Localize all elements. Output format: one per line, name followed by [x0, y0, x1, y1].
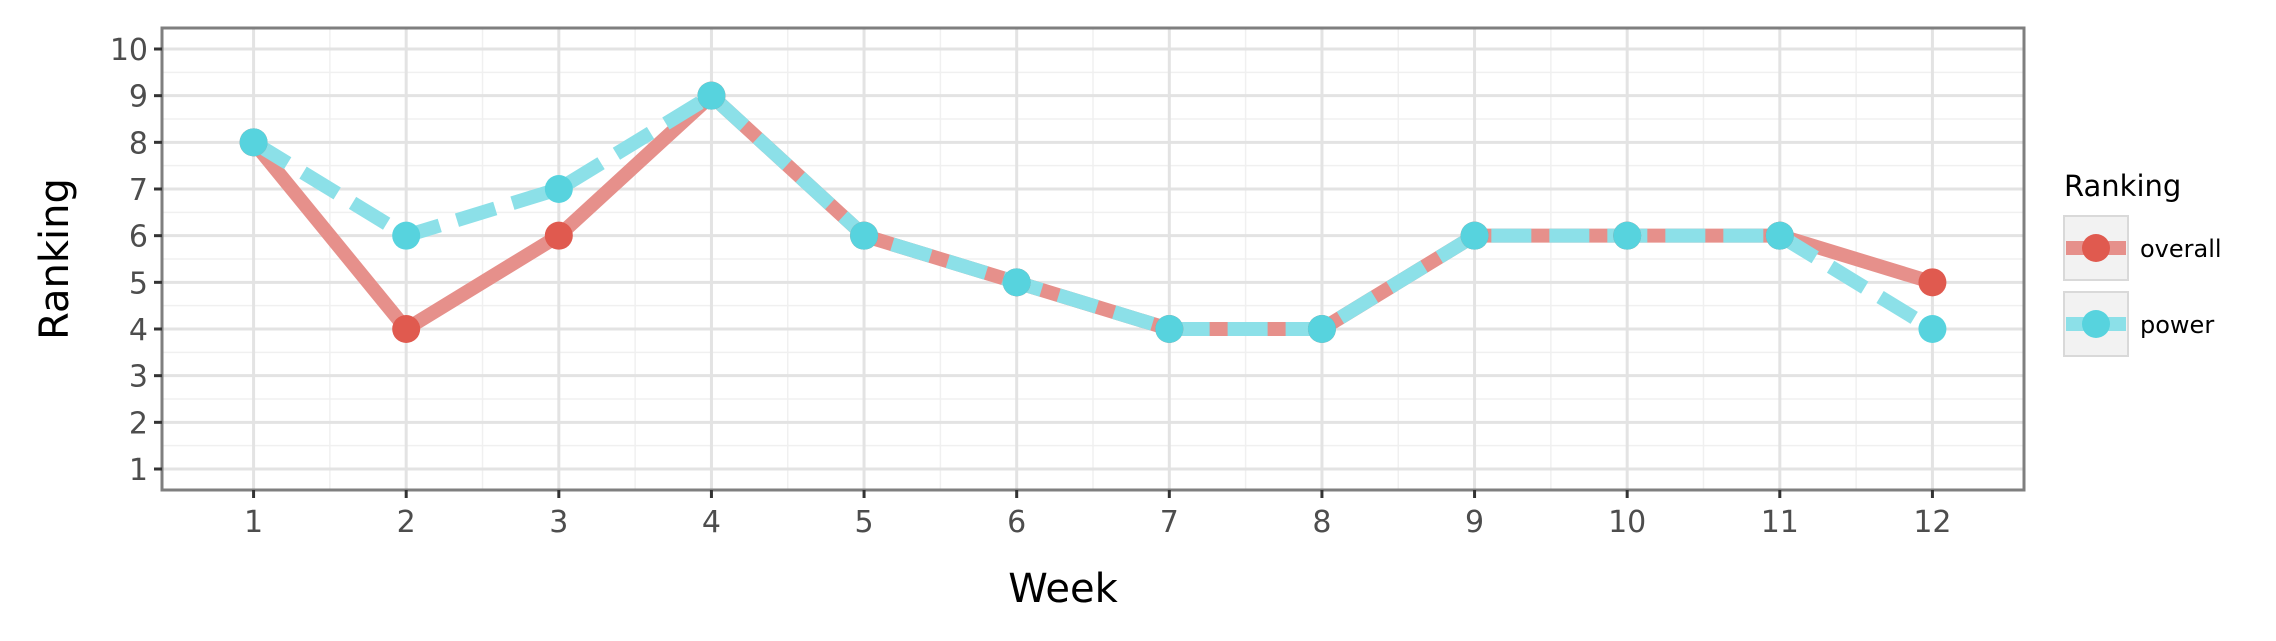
x-tick-label: 9 [1465, 505, 1484, 540]
x-tick-label: 12 [1913, 505, 1951, 540]
x-tick-label: 2 [397, 505, 416, 540]
y-tick-label: 10 [110, 33, 148, 68]
x-axis-title: Week [1008, 566, 1118, 612]
y-tick-label: 9 [129, 80, 148, 115]
data-point-power [544, 175, 573, 203]
x-tick-label: 7 [1160, 505, 1179, 540]
y-tick-label: 2 [129, 406, 148, 441]
y-tick-label: 7 [129, 173, 148, 208]
y-tick-label: 8 [129, 126, 148, 161]
y-tick-label: 4 [129, 313, 148, 348]
data-point-power [1613, 221, 1642, 250]
legend-label-overall: overall [2140, 235, 2222, 263]
data-point-overall [544, 221, 573, 250]
data-point-power [239, 128, 268, 157]
legend-key-point-overall [2082, 234, 2110, 262]
data-point-power [1460, 221, 1489, 250]
data-point-power [1155, 315, 1184, 343]
data-point-power [697, 81, 726, 110]
x-tick-label: 10 [1608, 505, 1646, 540]
x-tick-label: 6 [1007, 505, 1026, 540]
data-point-power [1002, 268, 1031, 297]
y-axis-title: Ranking [32, 178, 78, 340]
data-point-power [1918, 315, 1947, 343]
legend-label-power: power [2140, 311, 2214, 339]
y-tick-label: 6 [129, 220, 148, 255]
legend: Ranking overall power [2063, 169, 2222, 357]
data-point-overall [392, 315, 421, 343]
x-tick-label: 5 [855, 505, 874, 540]
legend-key-point-power [2082, 310, 2110, 338]
y-tick-label: 3 [129, 360, 148, 395]
series-line-power [249, 88, 1937, 336]
y-tick-label: 5 [129, 266, 148, 301]
x-tick-label: 8 [1312, 505, 1331, 540]
data-point-power [1765, 221, 1794, 250]
x-tick-label: 3 [549, 505, 568, 540]
data-point-power [392, 221, 421, 250]
data-point-power [850, 221, 879, 250]
x-tick-label: 11 [1761, 505, 1799, 540]
legend-title: Ranking [2064, 169, 2181, 203]
legend-items: overall power [2063, 215, 2222, 357]
grid-layer [162, 28, 2024, 490]
data-point-overall [1918, 268, 1947, 297]
y-tick-label: 1 [129, 453, 148, 488]
x-tick-label: 4 [702, 505, 721, 540]
x-tick-label: 1 [244, 505, 263, 540]
series-layer [239, 81, 1947, 343]
plot-panel-border [160, 26, 2026, 492]
data-point-power [1307, 315, 1336, 343]
